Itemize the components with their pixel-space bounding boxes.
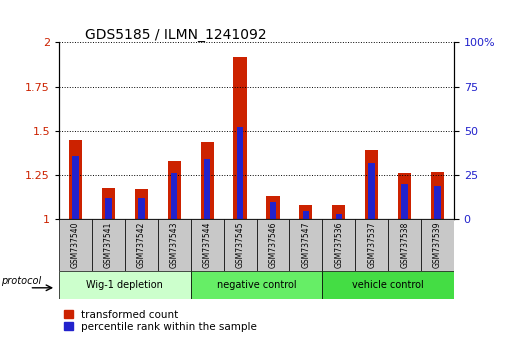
Bar bbox=[59, 271, 191, 299]
Bar bbox=[368, 163, 375, 219]
Bar bbox=[266, 196, 280, 219]
Bar bbox=[236, 127, 243, 219]
Text: Wig-1 depletion: Wig-1 depletion bbox=[86, 280, 163, 290]
Bar bbox=[171, 173, 177, 219]
Bar bbox=[289, 219, 322, 271]
Bar bbox=[401, 184, 408, 219]
Bar bbox=[233, 57, 247, 219]
Bar bbox=[135, 189, 148, 219]
Bar bbox=[336, 214, 342, 219]
Text: vehicle control: vehicle control bbox=[352, 280, 424, 290]
Bar bbox=[69, 140, 82, 219]
Text: GSM737537: GSM737537 bbox=[367, 222, 376, 268]
Bar bbox=[388, 219, 421, 271]
Bar bbox=[322, 271, 454, 299]
Bar bbox=[125, 219, 158, 271]
Text: negative control: negative control bbox=[216, 280, 297, 290]
Bar bbox=[256, 219, 289, 271]
Text: GSM737547: GSM737547 bbox=[301, 222, 310, 268]
Bar bbox=[138, 198, 145, 219]
Text: GSM737542: GSM737542 bbox=[137, 222, 146, 268]
Text: GSM737538: GSM737538 bbox=[400, 222, 409, 268]
Bar bbox=[224, 219, 256, 271]
Text: GSM737539: GSM737539 bbox=[433, 222, 442, 268]
Bar bbox=[322, 219, 355, 271]
Bar bbox=[59, 219, 92, 271]
Bar bbox=[270, 202, 276, 219]
Bar bbox=[398, 173, 411, 219]
Bar bbox=[105, 198, 112, 219]
Text: GSM737543: GSM737543 bbox=[170, 222, 179, 268]
Bar bbox=[158, 219, 191, 271]
Text: GSM737546: GSM737546 bbox=[268, 222, 278, 268]
Bar bbox=[355, 219, 388, 271]
Text: GSM737545: GSM737545 bbox=[235, 222, 245, 268]
Bar bbox=[332, 205, 345, 219]
Bar bbox=[204, 159, 210, 219]
Bar bbox=[191, 271, 322, 299]
Bar bbox=[168, 161, 181, 219]
Text: GSM737544: GSM737544 bbox=[203, 222, 212, 268]
Text: GSM737540: GSM737540 bbox=[71, 222, 80, 268]
Text: GSM737541: GSM737541 bbox=[104, 222, 113, 268]
Bar bbox=[421, 219, 454, 271]
Bar bbox=[191, 219, 224, 271]
Bar bbox=[72, 156, 79, 219]
Bar bbox=[201, 142, 214, 219]
Bar bbox=[431, 172, 444, 219]
Bar bbox=[365, 150, 378, 219]
Bar bbox=[303, 211, 309, 219]
Text: GDS5185 / ILMN_1241092: GDS5185 / ILMN_1241092 bbox=[85, 28, 266, 42]
Bar bbox=[434, 186, 441, 219]
Legend: transformed count, percentile rank within the sample: transformed count, percentile rank withi… bbox=[64, 310, 256, 332]
Text: GSM737536: GSM737536 bbox=[334, 222, 343, 268]
Bar bbox=[102, 188, 115, 219]
Bar bbox=[92, 219, 125, 271]
Text: protocol: protocol bbox=[1, 276, 42, 286]
Bar bbox=[299, 205, 312, 219]
